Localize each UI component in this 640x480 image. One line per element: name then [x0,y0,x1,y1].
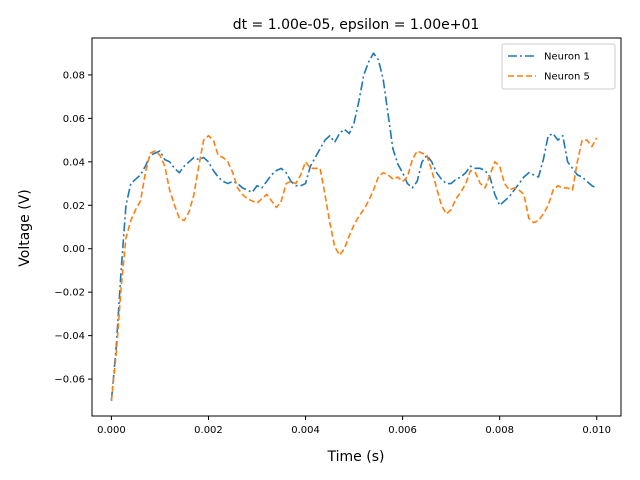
y-tick-label: 0.00 [63,244,85,255]
y-tick-label: 0.08 [63,70,85,81]
series-line-2 [110,134,598,401]
y-tick-label: 0.06 [63,114,85,125]
x-tick-label: 0.000 [97,425,126,436]
y-tick-label: −0.06 [54,375,85,386]
legend: Neuron 1 Neuron 5 [501,43,616,90]
y-axis-title: Voltage (V) [17,189,33,266]
legend-label-1: Neuron 1 [544,52,590,63]
x-axis-title: Time (s) [327,449,385,465]
y-tick-label: 0.02 [63,201,85,212]
y-tick-label: −0.04 [54,331,85,342]
axes-frame [91,37,622,417]
plot-area [110,52,598,401]
x-tick-label: 0.004 [291,425,320,436]
axis-ticks: 0.000 0.002 0.004 0.006 0.008 0.010 −0.06 −0.04… [54,70,611,436]
x-tick-label: 0.010 [582,425,611,436]
y-tick-label: −0.02 [54,288,85,299]
legend-label-2: Neuron 5 [544,72,590,83]
chart-title: dt = 1.00e-05, epsilon = 1.00e+01 [233,17,480,33]
x-tick-label: 0.006 [388,425,417,436]
y-tick-label: 0.04 [63,157,85,168]
x-tick-label: 0.002 [194,425,223,436]
x-tick-label: 0.008 [485,425,514,436]
